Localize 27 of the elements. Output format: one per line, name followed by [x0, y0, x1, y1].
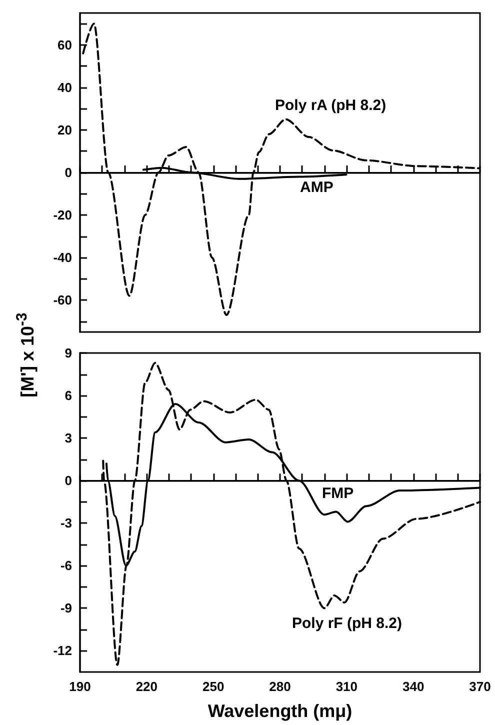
- y-tick-label: -9: [60, 600, 72, 616]
- annotation: FMP: [322, 485, 354, 502]
- y-tick-label: 0: [64, 473, 72, 488]
- y-tick-label: 20: [58, 122, 72, 138]
- y-tick-label: 60: [58, 37, 72, 52]
- y-tick-label: 40: [58, 80, 72, 95]
- x-axis-title: Wavelength (mμ): [208, 701, 352, 721]
- x-tick-label: 250: [202, 679, 224, 694]
- y-tick-label: -20: [53, 208, 72, 223]
- x-tick-label: 190: [69, 679, 91, 694]
- x-tick-label: 280: [269, 679, 291, 694]
- x-tick-label: 340: [402, 679, 424, 694]
- y-tick-label: -12: [53, 643, 72, 658]
- x-tick-label: 220: [136, 679, 158, 694]
- y-tick-label: 9: [64, 346, 72, 360]
- y-tick-label: -3: [60, 516, 72, 531]
- y-tick-label: -6: [60, 558, 72, 574]
- annotation: Poly rF (pH 8.2): [292, 615, 402, 632]
- y-tick-label: -60: [53, 292, 72, 308]
- x-tick-label: 310: [336, 679, 358, 694]
- annotation: AMP: [300, 179, 334, 196]
- y-tick-label: -40: [53, 250, 72, 266]
- x-tick-label: 370: [469, 679, 491, 694]
- annotation: Poly rA (pH 8.2): [275, 97, 386, 114]
- y-tick-label: 6: [64, 388, 72, 404]
- y-tick-label: 3: [64, 430, 72, 446]
- y-tick-label: 0: [64, 165, 72, 180]
